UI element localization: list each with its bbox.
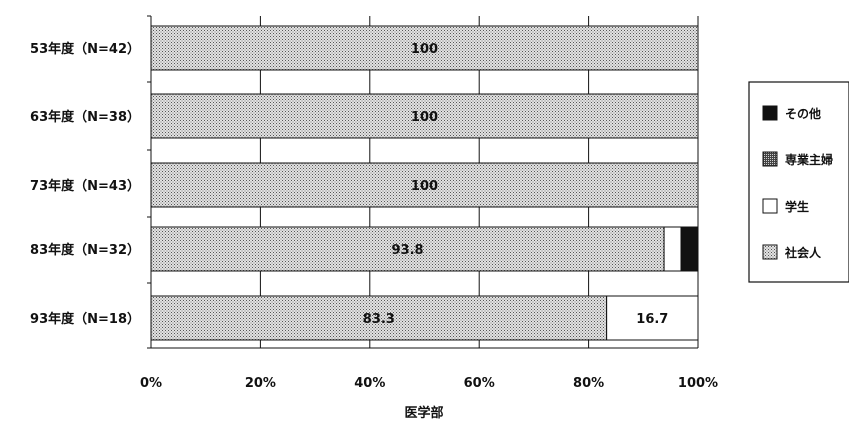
category-label: 53年度（N=42） bbox=[30, 41, 140, 57]
category-label: 93年度（N=18） bbox=[30, 311, 140, 327]
legend-label: 学生 bbox=[785, 199, 809, 214]
x-tick-label: 80% bbox=[573, 376, 604, 391]
bar-segment bbox=[150, 25, 699, 71]
bar-segment bbox=[606, 295, 699, 341]
bar-segment bbox=[150, 226, 665, 272]
data-label: 100 bbox=[411, 110, 438, 125]
data-label: 100 bbox=[411, 42, 438, 57]
data-label: 93.8 bbox=[392, 243, 424, 258]
x-tick-label: 0% bbox=[140, 376, 162, 391]
bar-segment bbox=[150, 93, 699, 139]
category-label: 63年度（N=38） bbox=[30, 109, 140, 125]
legend-swatch bbox=[762, 105, 778, 121]
bar-segment bbox=[150, 162, 699, 208]
legend-swatch bbox=[762, 151, 778, 167]
data-label: 83.3 bbox=[363, 312, 395, 327]
x-tick-label: 60% bbox=[464, 376, 495, 391]
bar-segment bbox=[663, 226, 682, 272]
legend-swatch bbox=[762, 244, 778, 260]
x-tick-label: 20% bbox=[245, 376, 276, 391]
category-labels: 53年度（N=42） 63年度（N=38） 73年度（N=43） 83年度（N=32）… bbox=[30, 41, 140, 327]
category-label: 83年度（N=32） bbox=[30, 242, 140, 258]
legend-label: 専業主婦 bbox=[785, 152, 833, 167]
bars: 100 100 100 93.8 83.3 16.7 bbox=[150, 25, 699, 341]
x-tick-label: 100% bbox=[678, 376, 718, 391]
data-label: 100 bbox=[411, 179, 438, 194]
category-label: 73年度（N=43） bbox=[30, 178, 140, 194]
legend-label: その他 bbox=[785, 106, 821, 121]
x-tick-label: 40% bbox=[354, 376, 385, 391]
x-tick-labels: 0% 20% 40% 60% 80% 100% bbox=[140, 376, 718, 391]
legend-label: 社会人 bbox=[784, 245, 822, 260]
legend-swatch bbox=[762, 198, 778, 214]
bar-segment bbox=[680, 226, 699, 272]
bar-segment bbox=[150, 295, 608, 341]
data-label: 16.7 bbox=[636, 312, 668, 327]
x-axis-title: 医学部 bbox=[404, 405, 443, 421]
